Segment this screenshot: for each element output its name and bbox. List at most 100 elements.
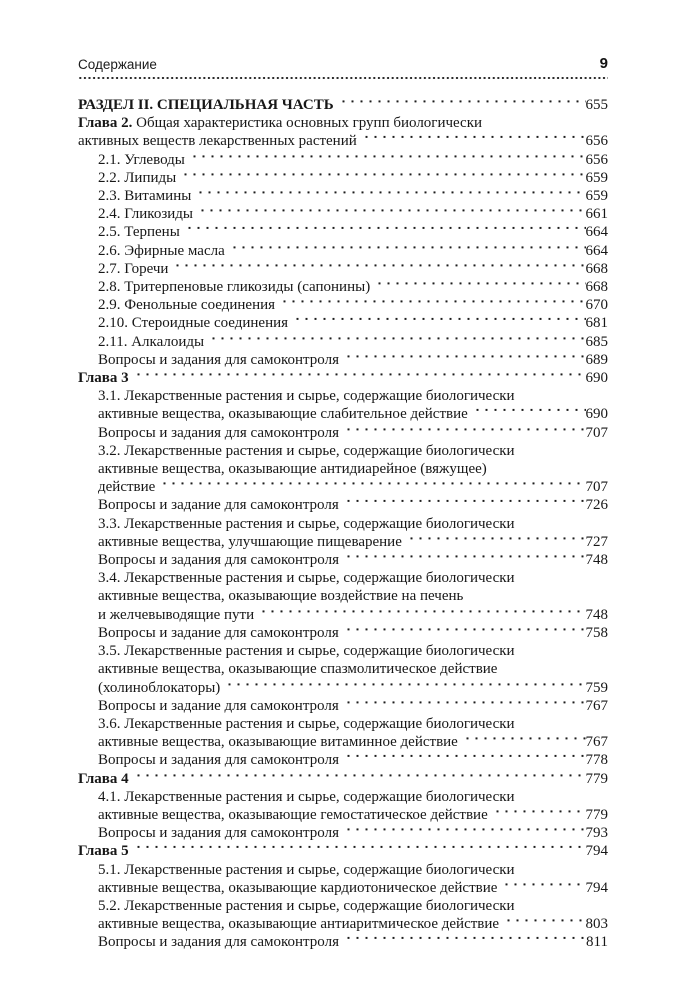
dot-leader [171, 259, 586, 279]
toc-entry-text: активные вещества, оказывающие антиаритм… [98, 916, 500, 933]
toc-page-number: 681 [585, 315, 609, 332]
toc-entry: 3.3. Лекарственные растения и сырье, сод… [78, 515, 608, 552]
toc-line: 3.3. Лекарственные растения и сырье, сод… [98, 515, 608, 533]
toc-entry-prefix: РАЗДЕЛ II. СПЕЦИАЛЬНАЯ ЧАСТЬ [78, 97, 334, 113]
toc-line: 2.6. Эфирные масла 664 [98, 241, 608, 260]
toc-page-number: 659 [585, 188, 609, 205]
toc-line: Глава 2. Общая характеристика основных г… [78, 114, 608, 132]
toc-line: активные вещества, оказывающие гемостати… [98, 805, 609, 825]
toc-page-number: 656 [585, 133, 609, 150]
toc-entry-text: 2.11. Алкалоиды [98, 333, 205, 350]
toc-entry-text: 3.6. Лекарственные растения и сырье, сод… [98, 715, 515, 732]
toc-entry: 2.3. Витамины 659 [78, 187, 609, 206]
toc-entry-text: активные вещества, оказывающие слабитель… [98, 406, 468, 423]
toc-entry-prefix: Глава 2. [78, 115, 137, 132]
toc-line: 3.6. Лекарственные растения и сырье, сод… [98, 715, 608, 733]
dot-leader [341, 933, 587, 952]
toc-entry-text: Вопросы и задания для самоконтроля [98, 752, 339, 769]
toc-line: Вопросы и задания для самоконтроля 778 [98, 751, 609, 770]
dot-leader [341, 696, 586, 715]
toc-page-number: 803 [585, 916, 609, 933]
toc-line: РАЗДЕЛ II. СПЕЦИАЛЬНАЯ ЧАСТЬ 655 [78, 96, 608, 115]
toc-entry-text: активных веществ лекарственных растений [78, 133, 357, 150]
toc-entry: 2.4. Гликозиды 661 [78, 205, 608, 224]
toc-entry: Вопросы и задание для самоконтроля 726 [78, 496, 609, 515]
toc-entry: 2.8. Тритерпеновые гликозиды (сапонины) 6… [78, 278, 609, 297]
toc-entry-text: 5.1. Лекарственные растения и сырье, сод… [98, 861, 515, 878]
dot-leader [341, 751, 586, 770]
toc-page-number: 726 [585, 497, 609, 514]
dot-leader [182, 223, 586, 242]
toc-line: Глава 5 794 [78, 842, 608, 861]
toc-entry: Вопросы и задание для самоконтроля 758 [78, 623, 609, 643]
dot-leader [341, 350, 586, 370]
toc-line: 3.5. Лекарственные растения и сырье, сод… [98, 642, 608, 660]
toc-page-number: 778 [585, 752, 609, 769]
toc-entry-text: 2.5. Терпены [98, 224, 180, 241]
toc-page-number: 690 [585, 370, 609, 387]
toc-entry: Глава 4 779 [78, 769, 608, 788]
toc-page-number: 685 [585, 333, 609, 350]
dot-leader [131, 769, 586, 788]
toc-line: 4.1. Лекарственные растения и сырье, сод… [98, 788, 608, 806]
toc-page-number: 668 [585, 279, 609, 296]
toc-entry: Вопросы и задания для самоконтроля 707 [78, 423, 609, 442]
toc-entry-text: 3.2. Лекарственные растения и сырье, сод… [98, 442, 515, 459]
toc-line: 3.1. Лекарственные растения и сырье, сод… [98, 387, 608, 405]
toc-entry: Вопросы и задания для самоконтроля 793 [78, 824, 608, 843]
toc-entry-prefix: Глава 5 [78, 843, 129, 860]
toc-line: активные вещества, оказывающие антидиаре… [98, 460, 608, 478]
toc-page-number: 707 [585, 479, 609, 496]
toc-entry-text: 2.4. Гликозиды [98, 206, 193, 223]
toc-page-number: 664 [585, 224, 609, 241]
toc-entry-text: активные вещества, оказывающие кардиотон… [98, 879, 498, 896]
page-header: Содержание 9 [78, 55, 608, 72]
dot-leader [194, 187, 586, 206]
running-head-title: Содержание [78, 57, 157, 72]
toc-entry: 3.5. Лекарственные растения и сырье, сод… [78, 642, 608, 697]
toc-entry: 2.7. Горечи 668 [78, 259, 609, 279]
toc-page-number: 707 [585, 424, 609, 441]
toc-line: (холиноблокаторы) 759 [98, 678, 608, 697]
dot-leader [502, 915, 586, 934]
toc-entry: 5.1. Лекарственные растения и сырье, сод… [78, 861, 608, 897]
toc-entry: Глава 2. Общая характеристика основных г… [78, 114, 609, 151]
toc-line: Глава 3 690 [78, 369, 609, 388]
toc-entry: 2.9. Фенольные соединения 670 [78, 296, 608, 315]
toc-page-number: 758 [585, 624, 609, 641]
toc-entry: 4.1. Лекарственные растения и сырье, сод… [78, 788, 609, 825]
toc-entry-text: Вопросы и задания для самоконтроля [98, 424, 339, 441]
toc-line: Вопросы и задания для самоконтроля 748 [98, 551, 608, 570]
toc-page-number: 668 [585, 260, 609, 277]
toc-line: активные вещества, оказывающие антиаритм… [98, 915, 609, 934]
toc-line: 2.5. Терпены 664 [98, 223, 609, 242]
toc-entry: 2.2. Липиды 659 [78, 168, 608, 188]
toc-page-number: 794 [585, 879, 609, 896]
toc-entry-text: Общая характеристика основных групп биол… [136, 115, 483, 132]
page-number: 9 [599, 55, 608, 72]
toc-line: 2.2. Липиды 659 [98, 168, 608, 188]
dot-leader [341, 423, 586, 442]
toc-entry-text: 5.2. Лекарственные растения и сырье, сод… [98, 897, 515, 914]
dot-leader [341, 496, 586, 515]
toc-entry: 3.4. Лекарственные растения и сырье, сод… [78, 569, 608, 624]
dot-leader [223, 678, 586, 697]
toc-line: 5.1. Лекарственные растения и сырье, сод… [98, 861, 608, 879]
toc-page-number: 689 [585, 351, 609, 368]
toc-line: Вопросы и задание для самоконтроля 767 [98, 696, 608, 715]
toc-entry-text: активные вещества, улучшающие пищеварени… [98, 533, 402, 550]
dot-leader [341, 623, 586, 643]
toc-page-number: 779 [585, 806, 609, 823]
toc-entry: 2.1. Углеводы 656 [78, 150, 608, 169]
toc-entry: 3.1. Лекарственные растения и сырье, сод… [78, 387, 608, 424]
toc-line: 2.9. Фенольные соединения 670 [98, 296, 608, 315]
toc-line: 3.4. Лекарственные растения и сырье, сод… [98, 569, 608, 587]
toc-entry-prefix: Глава 3 [78, 370, 129, 387]
toc-entry: 2.5. Терпены 664 [78, 223, 609, 242]
toc-line: Вопросы и задания для самоконтроля 689 [98, 350, 609, 370]
dot-leader [373, 278, 586, 297]
toc-page-number: 811 [586, 934, 608, 951]
toc-entry: РАЗДЕЛ II. СПЕЦИАЛЬНАЯ ЧАСТЬ 655 [78, 96, 608, 115]
toc-entry-text: 2.8. Тритерпеновые гликозиды (сапонины) [98, 279, 371, 296]
dot-leader [131, 369, 586, 388]
